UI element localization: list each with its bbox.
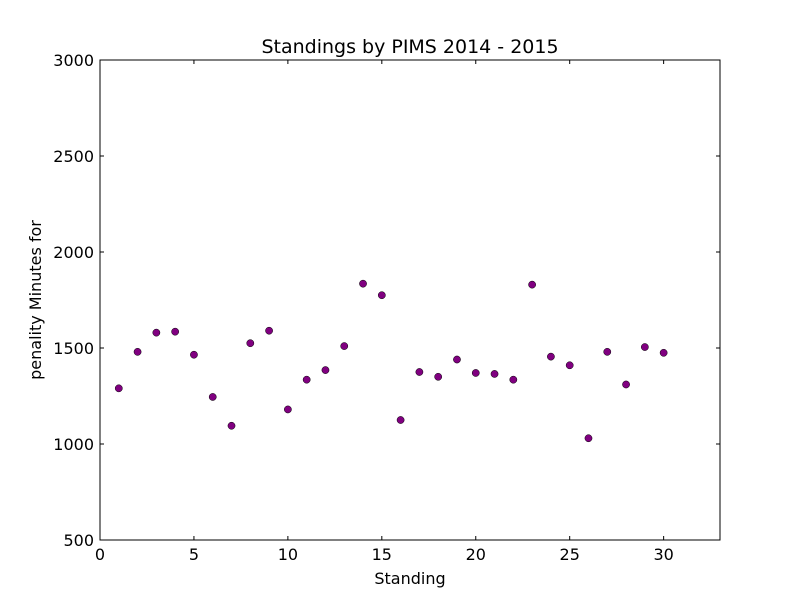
axis-ticks: 0 5 10 15 20 25 30 500 1000 1500 2000 2500 3000 [53,51,720,564]
data-points [114,279,668,443]
data-point [434,372,443,381]
data-point [208,393,217,401]
x-tick-label: 10 [278,545,298,564]
data-point [453,355,461,364]
y-tick-label: 2500 [53,147,94,166]
data-point [265,326,273,335]
data-point [509,375,518,384]
data-point [415,368,424,376]
x-tick-label: 20 [466,545,486,564]
data-point [471,369,480,377]
data-point [547,352,555,361]
data-point [528,280,536,289]
y-tick-label: 500 [63,531,94,550]
y-axis-label: penality Minutes for [26,220,45,380]
data-point [584,434,593,443]
x-tick-label: 30 [653,545,673,564]
data-point [246,339,255,348]
x-tick-label: 15 [372,545,392,564]
data-point [133,347,142,356]
data-point [321,366,330,374]
data-point [659,348,668,357]
data-point [603,347,612,356]
x-tick-label: 25 [560,545,580,564]
x-tick-label: 0 [95,545,105,564]
data-point [284,405,292,414]
data-point [396,416,405,424]
plot-frame [99,59,721,541]
y-tick-label: 3000 [53,51,94,70]
data-point [190,350,198,359]
data-point [565,361,574,370]
y-tick-label: 1000 [53,435,94,454]
data-point [340,342,349,350]
x-axis-label: Standing [374,569,445,588]
data-point [114,384,123,393]
data-point [490,370,499,378]
data-point [227,421,236,430]
y-tick-label: 2000 [53,243,94,262]
data-point [171,327,180,336]
data-point [622,380,630,389]
x-tick-label: 5 [189,545,199,564]
data-point [152,328,161,337]
data-point [359,279,367,288]
data-point [302,375,311,384]
y-tick-label: 1500 [53,339,94,358]
data-point [640,343,649,351]
chart-title: Standings by PIMS 2014 - 2015 [261,36,558,58]
data-point [377,291,386,300]
